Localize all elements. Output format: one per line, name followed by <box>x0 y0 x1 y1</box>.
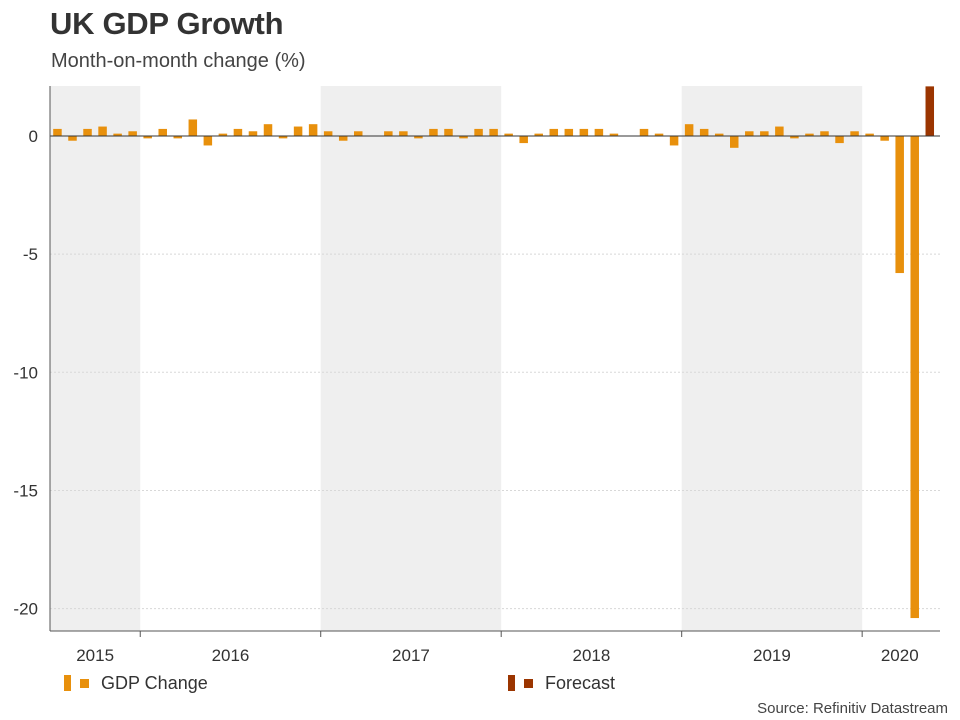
gdp-bar <box>669 136 679 146</box>
gdp-bar <box>504 133 513 136</box>
legend-gdp-swatch-small <box>80 678 89 688</box>
y-tick-label: -15 <box>13 481 38 500</box>
gdp-bar <box>654 133 664 136</box>
legend-forecast-label: Forecast <box>545 672 616 693</box>
legend-gdp: GDP Change <box>64 670 208 696</box>
gdp-bar <box>714 133 724 136</box>
x-tick-label: 2019 <box>753 646 791 665</box>
gdp-bar <box>699 128 709 136</box>
gdp-bar <box>414 136 423 139</box>
gdp-bar <box>474 128 483 136</box>
gdp-bar <box>143 136 152 139</box>
gdp-bar <box>128 131 137 136</box>
gdp-bar <box>399 131 408 136</box>
gdp-bar <box>534 133 543 136</box>
chart-title: UK GDP Growth <box>50 6 284 41</box>
gdp-bar <box>173 136 183 139</box>
gdp-bar <box>760 131 769 136</box>
gdp-bar <box>248 131 258 136</box>
gdp-bar <box>745 131 754 136</box>
forecast-bar <box>925 86 935 136</box>
gdp-bar <box>459 136 468 139</box>
gdp-bar <box>293 126 303 136</box>
gdp-bar <box>835 136 844 144</box>
gdp-bar <box>865 133 874 136</box>
gdp-bar <box>83 128 92 136</box>
gdp-bar <box>639 128 649 136</box>
gdp-bar <box>850 131 859 136</box>
gdp-bar <box>68 136 77 141</box>
x-tick-label: 2018 <box>573 646 611 665</box>
gdp-bar <box>805 133 814 136</box>
x-tick-label: 2015 <box>76 646 114 665</box>
gdp-bar <box>564 128 574 136</box>
legend-gdp-swatch-tall <box>64 675 71 691</box>
gdp-bar <box>203 136 213 146</box>
x-tick-label: 2017 <box>392 646 430 665</box>
legend-forecast: Forecast <box>508 670 615 696</box>
legend-forecast-swatch-small <box>524 678 533 688</box>
gdp-bar <box>549 128 559 136</box>
gdp-bar <box>895 136 904 274</box>
gdp-bar <box>113 133 122 136</box>
gdp-bar <box>820 131 829 136</box>
gdp-bar <box>278 136 288 139</box>
gdp-bar <box>384 131 393 136</box>
gdp-bar <box>323 131 333 136</box>
gdp-bar <box>444 128 453 136</box>
gdp-bar <box>338 136 348 141</box>
gdp-bar <box>263 124 273 136</box>
gdp-bar <box>910 136 919 619</box>
gdp-bar <box>53 128 62 136</box>
gdp-bar <box>188 119 198 136</box>
chart-subtitle: Month-on-month change (%) <box>51 50 306 72</box>
y-tick-label: -10 <box>13 363 38 382</box>
gdp-bar <box>594 128 604 136</box>
gdp-bar <box>880 136 889 141</box>
gdp-bar <box>519 136 528 144</box>
gdp-bar <box>489 128 498 136</box>
gdp-bar <box>579 128 589 136</box>
x-tick-label: 2016 <box>212 646 250 665</box>
legend-forecast-swatch-tall <box>508 675 515 691</box>
gdp-bar <box>218 133 228 136</box>
gdp-bar <box>308 124 318 136</box>
y-tick-label: -5 <box>23 245 38 264</box>
year-band-2015 <box>50 86 141 631</box>
year-band-2019 <box>681 86 863 631</box>
gdp-bar <box>609 133 619 136</box>
gdp-bar <box>775 126 784 136</box>
gdp-bar <box>730 136 739 148</box>
y-tick-label: 0 <box>29 127 38 146</box>
source-note: Source: Refinitiv Datastream <box>757 700 948 717</box>
year-band-2017 <box>320 86 502 631</box>
gdp-bar <box>233 128 243 136</box>
gdp-bar <box>158 128 167 136</box>
gdp-bar <box>354 131 363 136</box>
legend-gdp-label: GDP Change <box>101 672 208 693</box>
gdp-bar <box>429 128 438 136</box>
gdp-bar <box>98 126 107 136</box>
y-tick-label: -20 <box>13 600 38 619</box>
gdp-bar <box>790 136 799 139</box>
x-tick-label: 2020 <box>881 646 919 665</box>
gdp-bar <box>684 124 694 136</box>
